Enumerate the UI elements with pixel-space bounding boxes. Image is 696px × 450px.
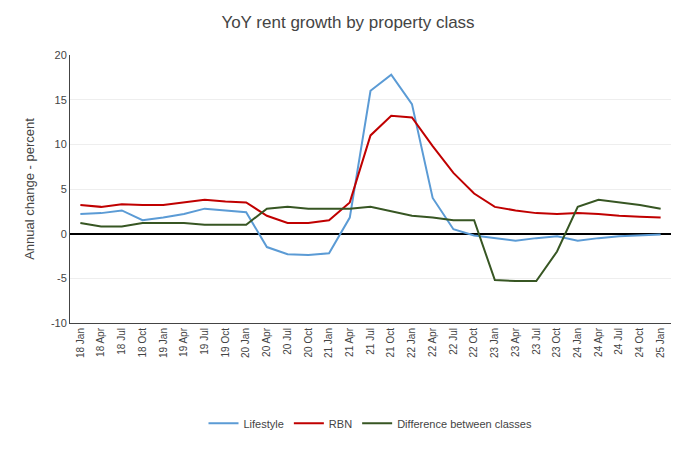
svg-text:19 Oct: 19 Oct <box>220 328 231 358</box>
svg-text:23 Oct: 23 Oct <box>551 328 562 358</box>
svg-text:22 Apr: 22 Apr <box>427 327 438 357</box>
svg-text:18 Jul: 18 Jul <box>116 328 127 355</box>
svg-text:20 Jan: 20 Jan <box>240 328 251 358</box>
svg-text:19 Jan: 19 Jan <box>158 328 169 358</box>
svg-text:YoY rent growth by property cl: YoY rent growth by property class <box>221 13 474 32</box>
svg-text:Lifestyle: Lifestyle <box>244 418 284 430</box>
svg-text:18 Apr: 18 Apr <box>95 327 106 357</box>
svg-text:21 Apr: 21 Apr <box>344 327 355 357</box>
svg-text:19 Apr: 19 Apr <box>178 327 189 357</box>
svg-text:20 Jul: 20 Jul <box>282 328 293 355</box>
svg-text:23 Jan: 23 Jan <box>489 328 500 358</box>
svg-text:20 Oct: 20 Oct <box>303 328 314 358</box>
svg-text:20 Apr: 20 Apr <box>261 327 272 357</box>
svg-text:21 Jul: 21 Jul <box>365 328 376 355</box>
svg-text:18 Oct: 18 Oct <box>137 328 148 358</box>
svg-text:20: 20 <box>55 49 67 61</box>
svg-text:Difference between classes: Difference between classes <box>397 418 532 430</box>
svg-text:-10: -10 <box>51 317 67 329</box>
svg-text:-5: -5 <box>57 272 67 284</box>
svg-text:23 Apr: 23 Apr <box>510 327 521 357</box>
svg-text:19 Jul: 19 Jul <box>199 328 210 355</box>
svg-text:24 Jul: 24 Jul <box>613 328 624 355</box>
svg-text:22 Jul: 22 Jul <box>448 328 459 355</box>
svg-text:23 Jul: 23 Jul <box>531 328 542 355</box>
svg-text:10: 10 <box>55 138 67 150</box>
svg-text:Annual change - percent: Annual change - percent <box>22 118 37 260</box>
svg-text:24 Apr: 24 Apr <box>593 327 604 357</box>
svg-text:15: 15 <box>55 94 67 106</box>
svg-text:25 Jan: 25 Jan <box>655 328 666 358</box>
svg-text:21 Oct: 21 Oct <box>385 328 396 358</box>
svg-text:RBN: RBN <box>329 418 352 430</box>
svg-text:21 Jan: 21 Jan <box>323 328 334 358</box>
svg-text:24 Jan: 24 Jan <box>572 328 583 358</box>
svg-text:5: 5 <box>61 183 67 195</box>
svg-text:22 Oct: 22 Oct <box>468 328 479 358</box>
svg-text:0: 0 <box>61 228 67 240</box>
svg-text:24 Oct: 24 Oct <box>634 328 645 358</box>
svg-text:22 Jan: 22 Jan <box>406 328 417 358</box>
svg-text:18 Jan: 18 Jan <box>75 328 86 358</box>
